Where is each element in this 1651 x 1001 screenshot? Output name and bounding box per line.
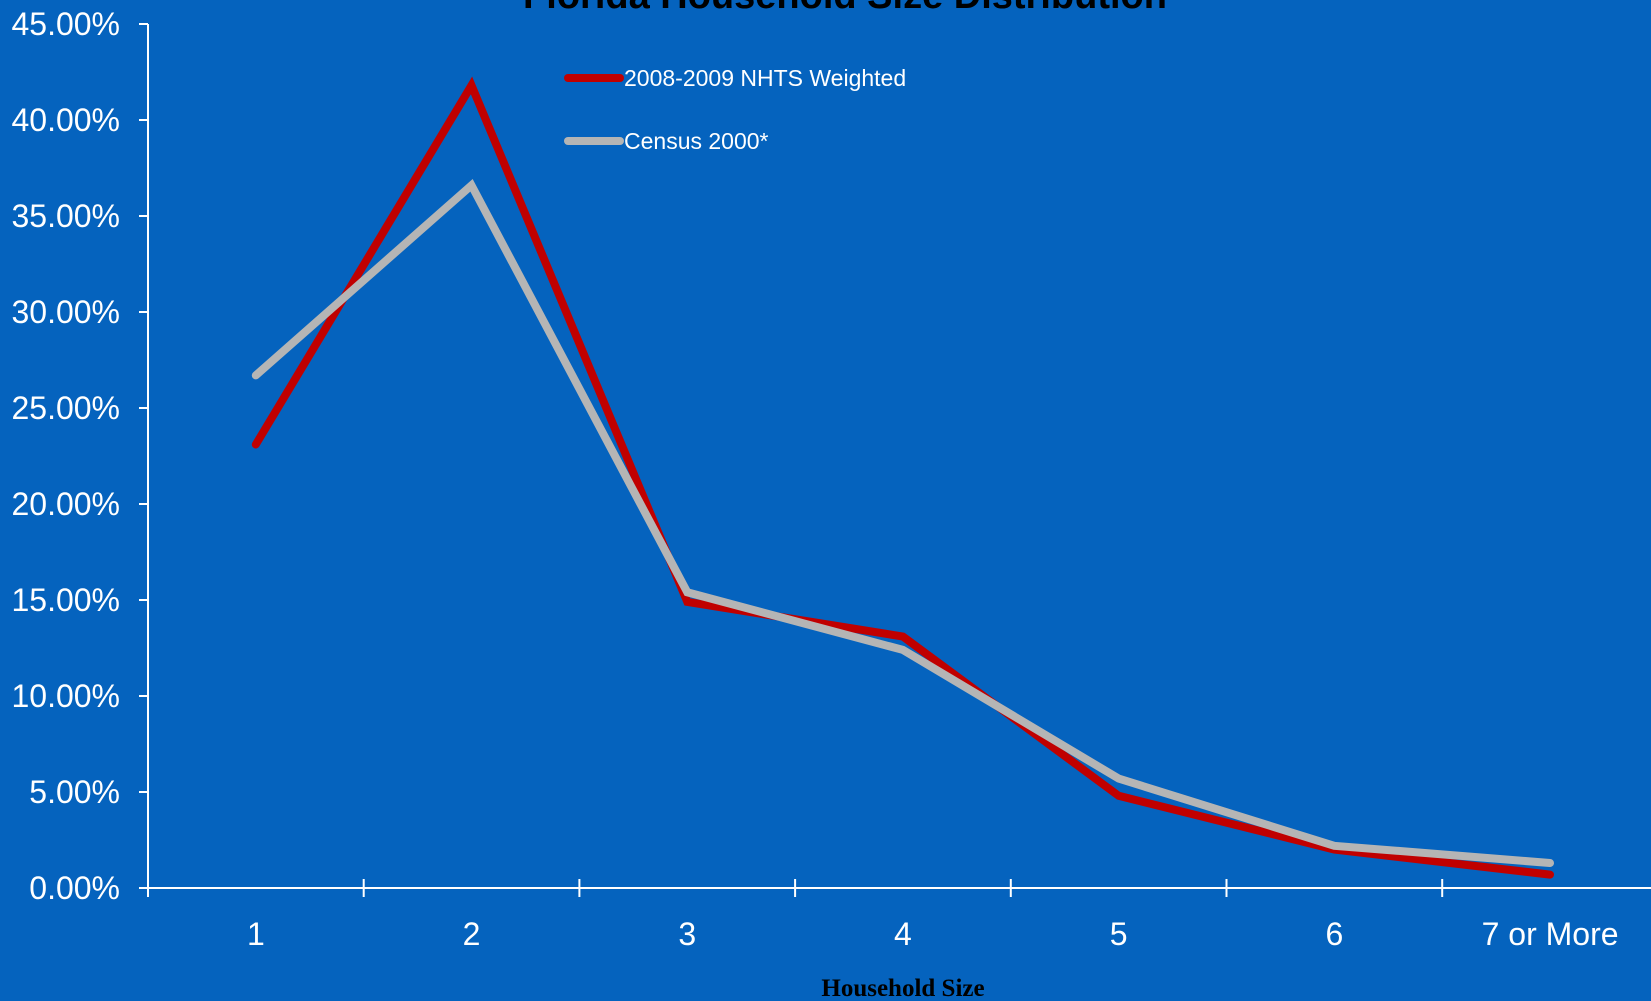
data-point <box>1118 778 1120 780</box>
x-axis-title: Household Size <box>821 975 984 1001</box>
data-point <box>1333 845 1335 847</box>
y-tick-label: 40.00% <box>11 102 120 138</box>
data-point <box>255 443 257 445</box>
y-tick-label: 0.00% <box>29 870 120 906</box>
data-point <box>686 591 688 593</box>
data-point <box>686 601 688 603</box>
axes: 0.00% 5.00% 10.00% 15.00% 20.00% 25.00% 30.00%… <box>11 6 1651 952</box>
x-tick-label: 3 <box>678 916 696 952</box>
data-point <box>1549 874 1551 876</box>
series-lines <box>251 76 1554 879</box>
x-tick-label: 5 <box>1110 916 1128 952</box>
x-tick-label: 4 <box>894 916 912 952</box>
legend-label: 2008-2009 NHTS Weighted <box>624 65 906 91</box>
data-point <box>1118 795 1120 797</box>
y-tick-label: 15.00% <box>11 582 120 618</box>
y-tick-label: 30.00% <box>11 294 120 330</box>
data-point <box>255 374 257 376</box>
y-tick-label: 10.00% <box>11 678 120 714</box>
x-tick-label: 7 or More <box>1482 916 1619 952</box>
y-tick-label: 45.00% <box>11 6 120 42</box>
chart-title: Florida Household Size Distribution <box>523 0 1167 17</box>
y-tick-label: 35.00% <box>11 198 120 234</box>
x-tick-label: 2 <box>463 916 481 952</box>
y-tick-label: 20.00% <box>11 486 120 522</box>
y-tick-label: 5.00% <box>29 774 120 810</box>
x-tick-label: 6 <box>1325 916 1343 952</box>
legend-label: Census 2000* <box>624 128 769 154</box>
data-point <box>471 84 473 86</box>
series-line-2 <box>251 178 1554 867</box>
y-tick-label: 25.00% <box>11 390 120 426</box>
data-point <box>902 649 904 651</box>
x-tick-label: 1 <box>247 916 265 952</box>
legend: 2008-2009 NHTS Weighted Census 2000* <box>564 65 906 154</box>
data-point <box>1549 862 1551 864</box>
data-point <box>471 184 473 186</box>
data-point <box>902 635 904 637</box>
